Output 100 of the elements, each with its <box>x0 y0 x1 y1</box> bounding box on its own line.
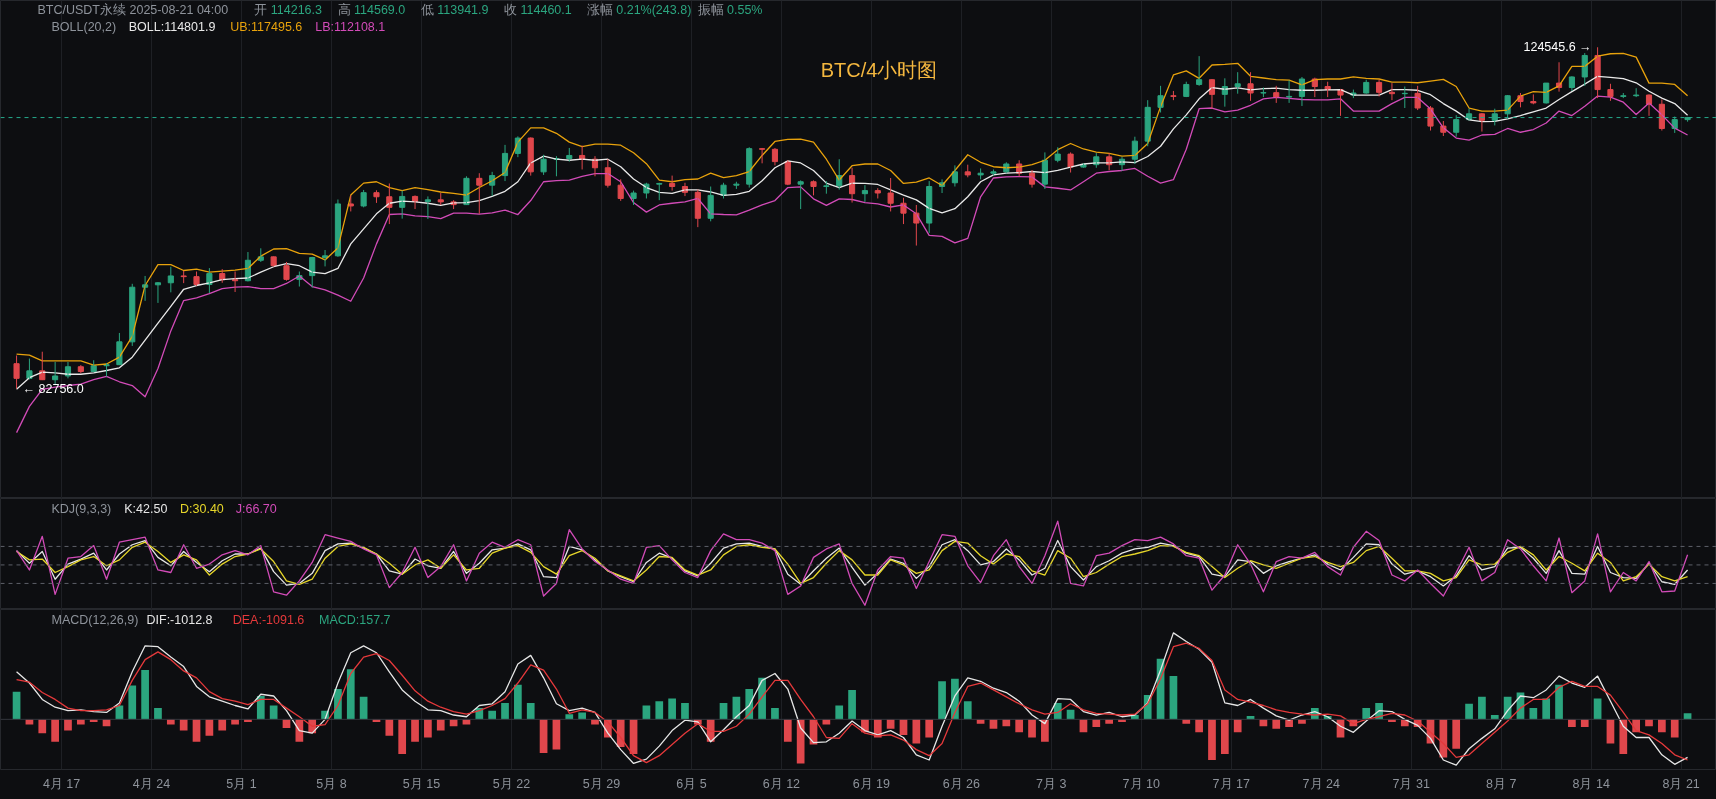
candlestick <box>1234 71 1241 95</box>
bar <box>938 681 946 720</box>
candlestick <box>823 180 830 195</box>
bar <box>1619 719 1628 754</box>
candlestick <box>1607 83 1614 102</box>
bar <box>1092 719 1101 728</box>
x-tick-label: 4月 24 <box>132 776 171 791</box>
x-tick-label: 5月 22 <box>492 776 531 791</box>
bar <box>346 669 355 720</box>
bar <box>591 719 599 725</box>
candlestick <box>360 189 367 208</box>
candlestick <box>540 154 547 176</box>
bar <box>1658 719 1666 733</box>
candlestick <box>964 164 971 178</box>
bar <box>668 698 676 720</box>
bar <box>565 714 574 720</box>
bar <box>1478 696 1486 720</box>
bar <box>1465 703 1473 720</box>
bar <box>154 708 162 720</box>
bar <box>1233 719 1242 733</box>
bar <box>64 719 72 731</box>
text: K:42.50 <box>124 501 168 516</box>
bar <box>1555 684 1563 720</box>
candlestick <box>1594 46 1601 99</box>
bar <box>179 719 188 731</box>
x-tick-label: 7月 17 <box>1212 776 1250 791</box>
bar <box>848 689 856 720</box>
bar <box>1670 719 1679 738</box>
legend-title: BOLL(20,2) <box>51 19 117 34</box>
bar <box>488 710 497 720</box>
candlestick <box>1620 92 1627 99</box>
x-tick-label: 8月 14 <box>1572 776 1610 791</box>
candlestick <box>283 261 290 282</box>
text: 高 114569.0 <box>337 1 406 17</box>
bar <box>1105 719 1114 724</box>
bar <box>1272 719 1281 729</box>
bar <box>1195 719 1203 733</box>
candlestick <box>1054 146 1061 163</box>
bar <box>963 701 972 720</box>
bar <box>1568 719 1576 728</box>
candlestick <box>1633 87 1640 98</box>
bar <box>76 719 85 725</box>
bar <box>655 701 664 720</box>
legend-title: MACD(12,26,9) <box>51 612 139 627</box>
candlestick <box>116 332 123 366</box>
bar <box>141 670 149 720</box>
bar <box>835 705 844 720</box>
bar <box>385 719 394 736</box>
bar <box>1285 719 1293 728</box>
bar <box>424 719 432 738</box>
bar <box>514 684 522 720</box>
chart-subtitle: BTC/USDT永续 2025-08-21 04:00 <box>37 1 229 17</box>
candlestick <box>874 187 881 199</box>
x-tick-label: 7月 31 <box>1392 776 1430 791</box>
bar <box>616 719 625 748</box>
candlestick <box>990 168 997 177</box>
text: D:30.40 <box>180 501 224 516</box>
candlestick <box>630 190 637 206</box>
bar <box>1529 708 1538 720</box>
candlestick <box>270 256 277 268</box>
bar <box>783 719 792 742</box>
text: 低 113941.9 <box>420 2 489 17</box>
candlestick <box>887 177 894 212</box>
bar <box>1645 719 1653 727</box>
bar <box>1362 708 1371 720</box>
series-label: DIF:-1012.8 <box>146 612 213 627</box>
x-tick-label: 5月 1 <box>226 776 257 791</box>
x-tick-label: 7月 10 <box>1122 776 1160 791</box>
x-tick-label: 6月 19 <box>852 776 891 791</box>
bar <box>231 719 239 725</box>
text: BOLL:114801.9 <box>128 19 216 34</box>
candlestick <box>810 179 817 196</box>
candlestick <box>1170 90 1177 101</box>
x-tick-label: 7月 24 <box>1302 776 1340 791</box>
x-tick-label: 6月 12 <box>762 776 801 791</box>
bar <box>1002 719 1011 727</box>
legend-title: KDJ(9,3,3) <box>51 501 112 516</box>
candlestick <box>90 359 97 373</box>
text: UB:117495.6 <box>230 19 303 34</box>
bar <box>681 702 689 720</box>
candlestick <box>13 354 20 390</box>
bar <box>526 702 535 720</box>
bar <box>912 719 921 744</box>
bar <box>411 719 419 742</box>
candlestick <box>797 179 804 210</box>
bar <box>1208 719 1216 760</box>
x-tick-label: 5月 15 <box>402 776 441 791</box>
bar <box>1542 698 1551 720</box>
bar <box>51 719 59 742</box>
candlestick <box>180 270 187 284</box>
x-tick-label: 7月 3 <box>1036 776 1067 791</box>
x-tick-label: 8月 21 <box>1662 776 1700 791</box>
candlestick <box>437 192 444 206</box>
bar <box>398 719 407 754</box>
bar <box>1169 676 1178 720</box>
bar <box>925 719 934 738</box>
text: DEA:-1091.6 <box>232 612 305 627</box>
candlestick <box>26 358 33 380</box>
bar <box>1606 719 1615 744</box>
candlestick <box>1067 151 1074 174</box>
